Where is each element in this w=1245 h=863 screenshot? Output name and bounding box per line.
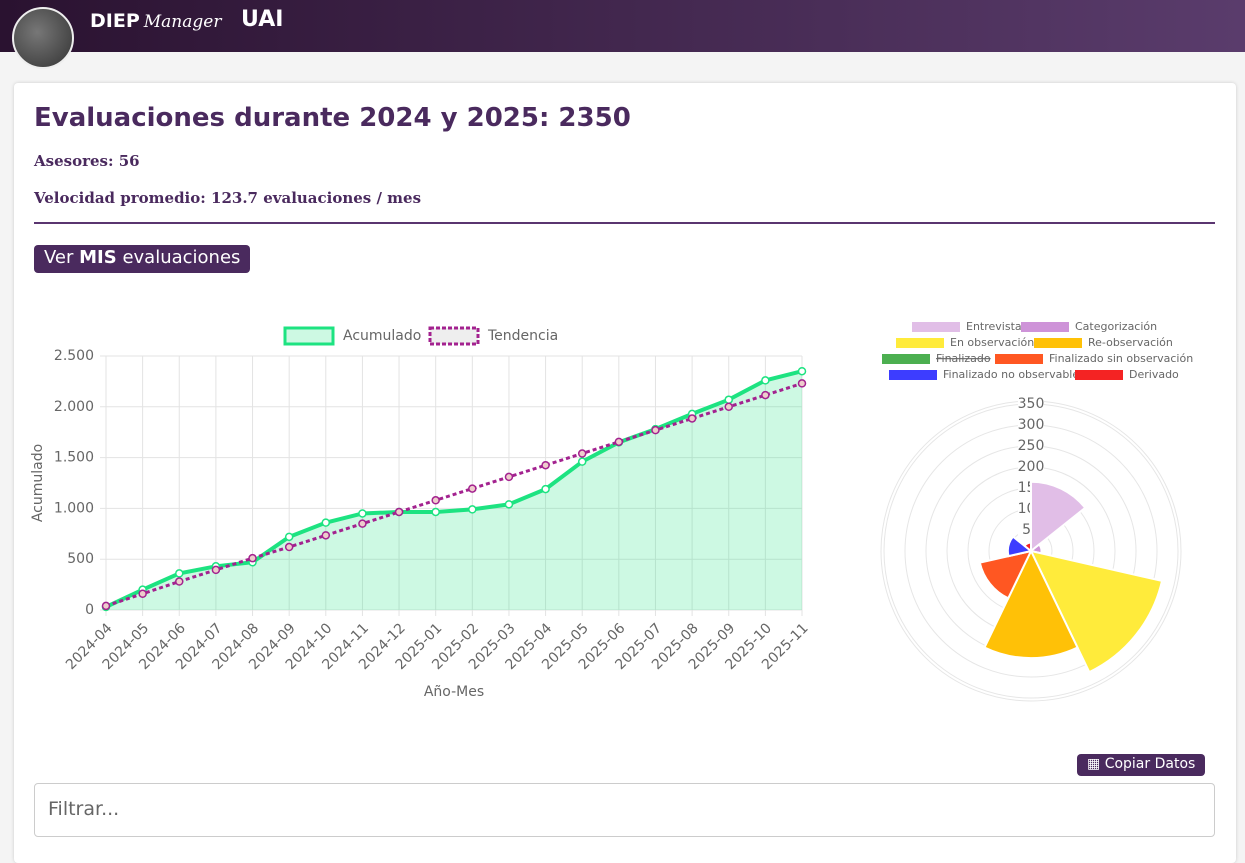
- legend-swatch: [896, 338, 944, 348]
- my-evaluations-button[interactable]: Ver MIS evaluaciones: [34, 245, 251, 273]
- point: [431, 507, 440, 517]
- legend-label: En observación: [950, 336, 1034, 349]
- brand-script: Manager: [143, 12, 222, 32]
- legend-swatch: [889, 370, 937, 380]
- top-bar: DIEP Manager UAI: [0, 0, 1245, 69]
- polar-segment: [983, 548, 1079, 660]
- divider: [34, 222, 1215, 224]
- point: [797, 379, 807, 388]
- point: [651, 425, 660, 435]
- filter-input[interactable]: Filtrar...: [34, 783, 1215, 837]
- legend-label: Entrevista: [966, 320, 1022, 333]
- legend-swatch: [882, 354, 930, 364]
- point: [797, 366, 807, 376]
- point: [761, 390, 770, 400]
- point: [614, 437, 624, 447]
- line: [105, 369, 803, 609]
- tick-label-bg: [1018, 417, 1044, 433]
- y-axis-title: Acumulado: [30, 444, 46, 522]
- point: [431, 496, 440, 505]
- y-tick-label: 2.500: [54, 348, 94, 364]
- legend-label: Finalizado no observable: [943, 368, 1079, 381]
- x-axis-title: Año-Mes: [424, 684, 484, 700]
- polar-segment: [1006, 535, 1034, 558]
- legend-label: Finalizado: [936, 352, 991, 365]
- copy-button[interactable]: ▦ Copiar Datos: [1077, 754, 1206, 776]
- org-name: UAI: [241, 7, 284, 32]
- point: [724, 395, 733, 404]
- legend-label: Finalizado sin observación: [1049, 352, 1193, 365]
- charts: 05001.0001.5002.0002.5002024-042024-0520…: [30, 320, 1193, 702]
- legend-swatch: [912, 322, 960, 332]
- button-text: evaluaciones: [122, 247, 241, 268]
- point: [687, 414, 697, 423]
- legend-label: Derivado: [1129, 368, 1179, 381]
- point: [284, 542, 294, 552]
- y-tick-label: 2.000: [54, 399, 94, 415]
- point: [761, 376, 770, 385]
- legend-label: Categorización: [1075, 320, 1157, 333]
- point: [541, 460, 550, 470]
- legend-swatch: [428, 326, 480, 346]
- logo[interactable]: [12, 7, 74, 69]
- brand[interactable]: DIEP Manager: [90, 10, 221, 32]
- point: [724, 402, 733, 412]
- point: [504, 500, 514, 509]
- y-tick-label: 500: [67, 551, 94, 567]
- tick-label-bg: [1018, 438, 1044, 454]
- legend-swatch: [1034, 338, 1082, 348]
- point: [211, 565, 221, 575]
- polar-segment: [1030, 480, 1087, 554]
- line: [105, 382, 803, 608]
- point: [358, 509, 367, 518]
- legend-swatch: [1075, 370, 1123, 380]
- point: [248, 553, 257, 563]
- y-tick-label: 1.500: [54, 450, 94, 466]
- y-tick-label: 0: [85, 602, 94, 618]
- legend-swatch: [1021, 322, 1069, 332]
- point: [284, 532, 294, 542]
- r-tick-label: 200: [1018, 459, 1045, 475]
- point: [468, 484, 477, 493]
- point: [577, 449, 587, 458]
- point: [101, 601, 111, 611]
- polar-segment: [978, 549, 1033, 600]
- r-tick-label: 350: [1018, 396, 1045, 412]
- point: [394, 507, 404, 517]
- button-text: Copiar Datos: [1104, 756, 1196, 772]
- speed: Velocidad promedio: 123.7 evaluaciones /…: [34, 189, 422, 207]
- brand-bold: DIEP: [90, 10, 140, 32]
- legend-swatch: [995, 354, 1043, 364]
- point: [468, 505, 477, 514]
- point: [321, 531, 331, 540]
- button-text: Ver: [44, 247, 74, 268]
- point: [175, 577, 184, 586]
- y-tick-label: 1.000: [54, 500, 94, 516]
- point: [175, 569, 184, 578]
- summary-title: Evaluaciones durante 2024 y 2025: 2350: [34, 103, 631, 133]
- polar-segment: [1029, 549, 1164, 674]
- point: [358, 519, 367, 528]
- button-bold: MIS: [79, 247, 117, 268]
- legend-label: Acumulado: [343, 328, 421, 344]
- legend-label: Re-observación: [1088, 336, 1173, 349]
- legend-swatch: [283, 326, 335, 346]
- tick-label-bg: [1018, 459, 1044, 475]
- point: [321, 518, 331, 527]
- point: [504, 472, 514, 482]
- advisors: Asesores: 56: [34, 152, 140, 170]
- r-tick-label: 250: [1018, 438, 1045, 454]
- polar-segment: [1023, 541, 1032, 554]
- point: [577, 457, 587, 466]
- point: [541, 484, 550, 494]
- r-tick-label: 300: [1018, 417, 1045, 433]
- tick-label-bg: [1018, 396, 1044, 412]
- legend-label: Tendencia: [487, 328, 558, 344]
- point: [138, 589, 147, 598]
